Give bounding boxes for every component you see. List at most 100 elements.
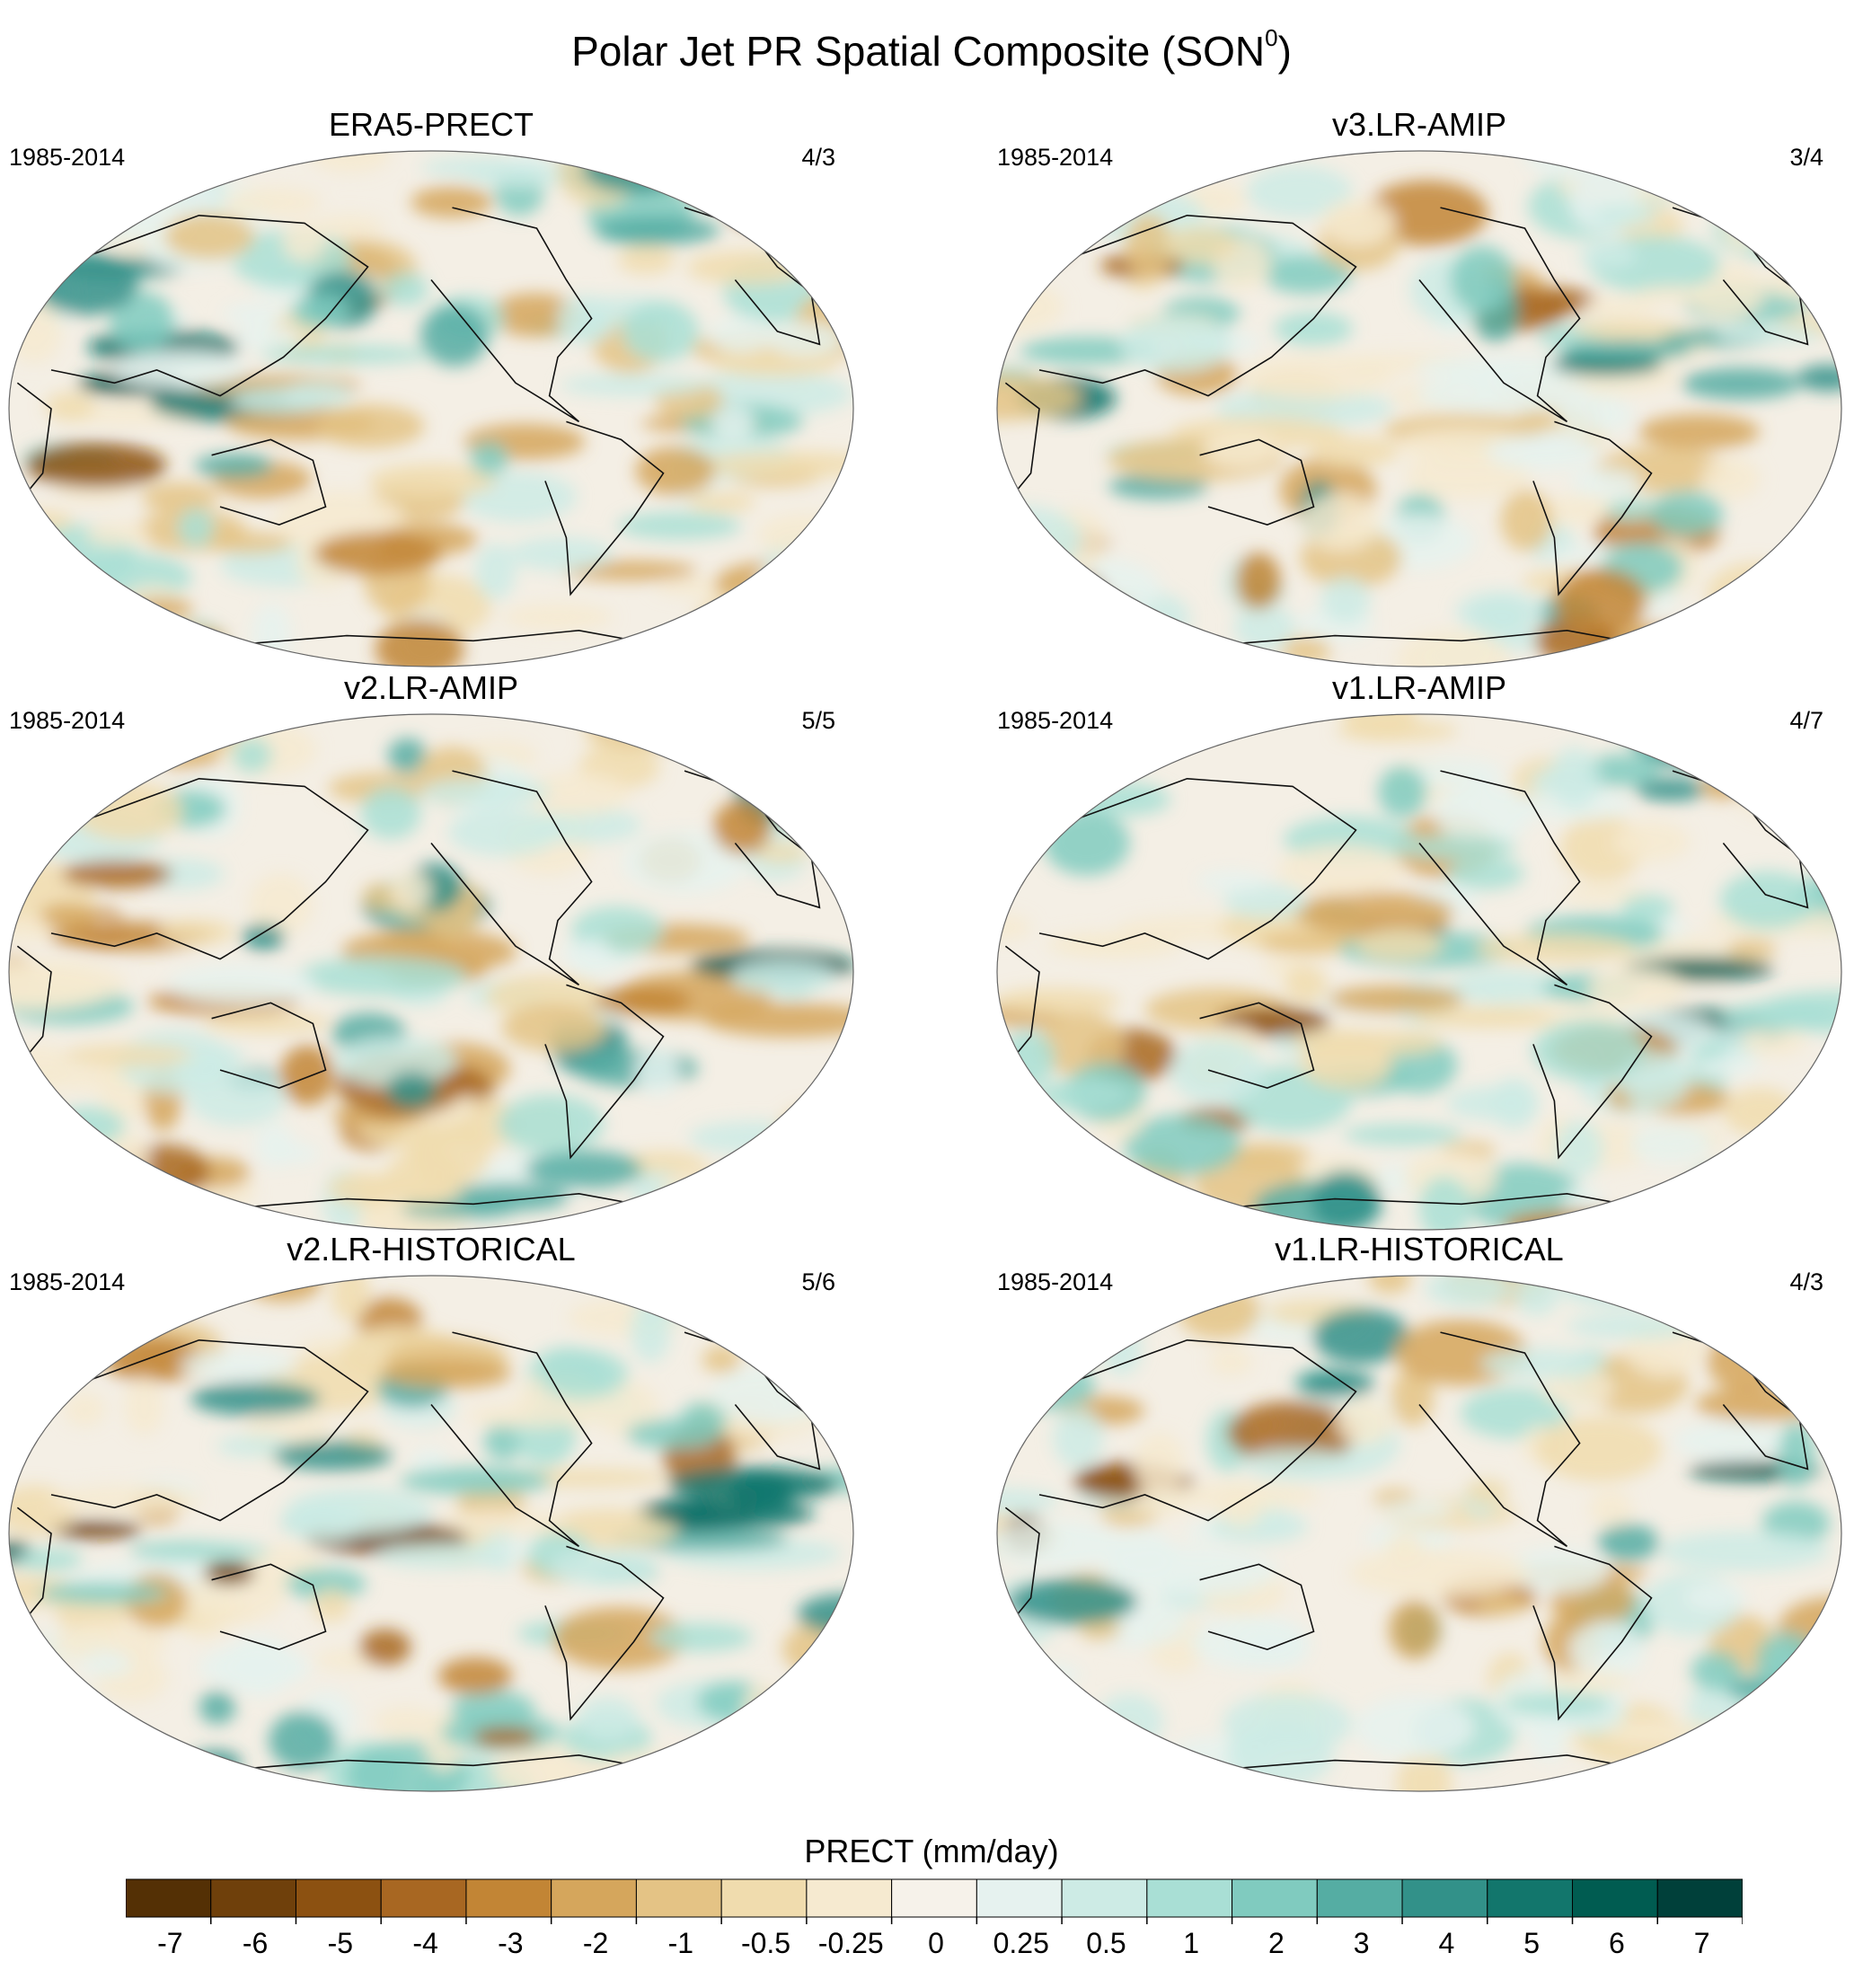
- anomaly-contour: [1638, 414, 1760, 450]
- anomaly-contour: [1044, 558, 1161, 620]
- anomaly-contour: [1800, 1322, 1841, 1372]
- map-globe: [996, 713, 1842, 1231]
- anomaly-contour: [1621, 895, 1674, 923]
- anomaly-contour: [1770, 1201, 1819, 1229]
- anomaly-contour: [1096, 1693, 1163, 1750]
- colorbar-tick-label: 3: [1354, 1927, 1370, 1959]
- anomaly-contour: [88, 760, 126, 786]
- anomaly-contour: [75, 1760, 137, 1786]
- anomaly-contour: [1018, 1733, 1108, 1752]
- map-panel: ERA5-PRECT 1985-2014 4/3: [0, 106, 862, 667]
- anomaly-contour: [702, 1345, 741, 1374]
- map-globe: [8, 1275, 854, 1792]
- anomaly-contour: [269, 1711, 337, 1771]
- anomaly-contour: [216, 1435, 292, 1457]
- colorbar-tick-label: -6: [243, 1927, 268, 1959]
- colorbar-tick-label: -2: [583, 1927, 608, 1959]
- coastline: [211, 1002, 327, 1089]
- anomaly-contour: [1425, 1276, 1513, 1308]
- anomaly-contour: [1779, 1108, 1841, 1155]
- anomaly-contour: [1134, 1431, 1185, 1497]
- coastline: [30, 214, 369, 397]
- anomaly-contour: [1653, 747, 1719, 768]
- colorbar-tick-label: 4: [1439, 1927, 1455, 1959]
- anomaly-contour: [1243, 1448, 1351, 1480]
- coastline: [1207, 1192, 1652, 1210]
- anomaly-contour: [1661, 1209, 1762, 1230]
- colorbar-swatch: [720, 1878, 808, 1918]
- anomaly-contour: [1745, 756, 1841, 798]
- anomaly-contour: [1722, 1087, 1797, 1137]
- anomaly-contour: [202, 1012, 331, 1034]
- anomaly-contour: [1411, 1008, 1555, 1029]
- anomaly-contour: [591, 1380, 659, 1436]
- anomaly-contour: [1043, 810, 1130, 876]
- coastline: [430, 207, 593, 423]
- anomaly-contour: [9, 300, 62, 364]
- coastline: [211, 1563, 327, 1650]
- map-border: [8, 150, 854, 667]
- anomaly-contour: [387, 738, 428, 774]
- anomaly-contour: [1053, 1407, 1104, 1469]
- colorbar-tick-label: -4: [412, 1927, 437, 1959]
- anomaly-contour: [1311, 1308, 1410, 1365]
- anomaly-contour: [766, 1327, 853, 1383]
- anomaly-contour: [1037, 1012, 1126, 1077]
- anomaly-contour: [1343, 1124, 1463, 1145]
- anomaly-contour: [1535, 495, 1624, 526]
- anomaly-contour: [465, 163, 582, 188]
- anomaly-contour: [1681, 367, 1801, 400]
- anomaly-contour: [154, 747, 220, 768]
- anomaly-contour: [1237, 1621, 1311, 1668]
- anomaly-contour: [759, 1689, 853, 1750]
- anomaly-contour: [1529, 1711, 1568, 1762]
- anomaly-contour: [331, 1276, 370, 1322]
- anomaly-contour: [703, 451, 853, 479]
- anomaly-contour: [1404, 453, 1531, 499]
- colorbar-tick-label: -0.25: [818, 1927, 884, 1959]
- anomaly-contour: [437, 1509, 568, 1533]
- anomaly-contour: [594, 986, 691, 1016]
- anomaly-contour: [1355, 1696, 1475, 1759]
- panel-title: v2.LR-AMIP: [343, 669, 519, 706]
- anomaly-contour: [1396, 630, 1510, 667]
- anomaly-contour: [204, 1560, 255, 1586]
- anomaly-contour: [1100, 1546, 1278, 1596]
- anomaly-contour: [290, 294, 350, 329]
- anomaly-contour: [758, 608, 853, 637]
- colorbar-swatch: [1316, 1878, 1403, 1918]
- panel-ratio: 5/5: [801, 707, 835, 734]
- anomaly-contour: [137, 1542, 270, 1561]
- anomaly-contour: [1781, 1155, 1823, 1219]
- anomaly-contour: [594, 216, 720, 245]
- anomaly-contour: [1673, 1296, 1769, 1325]
- anomaly-contour: [141, 482, 217, 513]
- colorbar-tick-label: 1: [1183, 1927, 1199, 1959]
- anomaly-contour: [756, 513, 853, 558]
- anomaly-contour: [282, 221, 327, 262]
- anomaly-contour: [313, 532, 442, 575]
- anomaly-contour: [525, 1150, 643, 1188]
- anomaly-contour: [1732, 745, 1796, 791]
- anomaly-contour: [189, 1750, 243, 1776]
- anomaly-contour: [1208, 1347, 1253, 1376]
- anomaly-contour: [420, 305, 489, 367]
- anomaly-contour: [273, 1440, 393, 1471]
- colorbar-tick-label: -5: [328, 1927, 353, 1959]
- coastline: [16, 1506, 52, 1624]
- anomaly-contour: [1582, 754, 1662, 787]
- anomaly-contour: [577, 1696, 640, 1741]
- map-panel: v1.LR-AMIP 1985-2014 4/7: [988, 669, 1850, 1231]
- colorbar-tick-label: -0.5: [741, 1927, 790, 1959]
- anomaly-contour: [688, 1121, 818, 1154]
- anomaly-contour: [66, 1155, 156, 1212]
- anomaly-contour: [1239, 353, 1393, 400]
- anomaly-contour: [1379, 1500, 1456, 1519]
- anomaly-contour: [1578, 241, 1638, 269]
- panel-ratio: 4/3: [1789, 1268, 1823, 1295]
- anomaly-contour: [796, 1668, 853, 1692]
- anomaly-contour: [470, 441, 508, 476]
- anomaly-contour: [1669, 1736, 1724, 1761]
- anomaly-contour: [1690, 1168, 1730, 1220]
- anomaly-contour: [281, 381, 353, 409]
